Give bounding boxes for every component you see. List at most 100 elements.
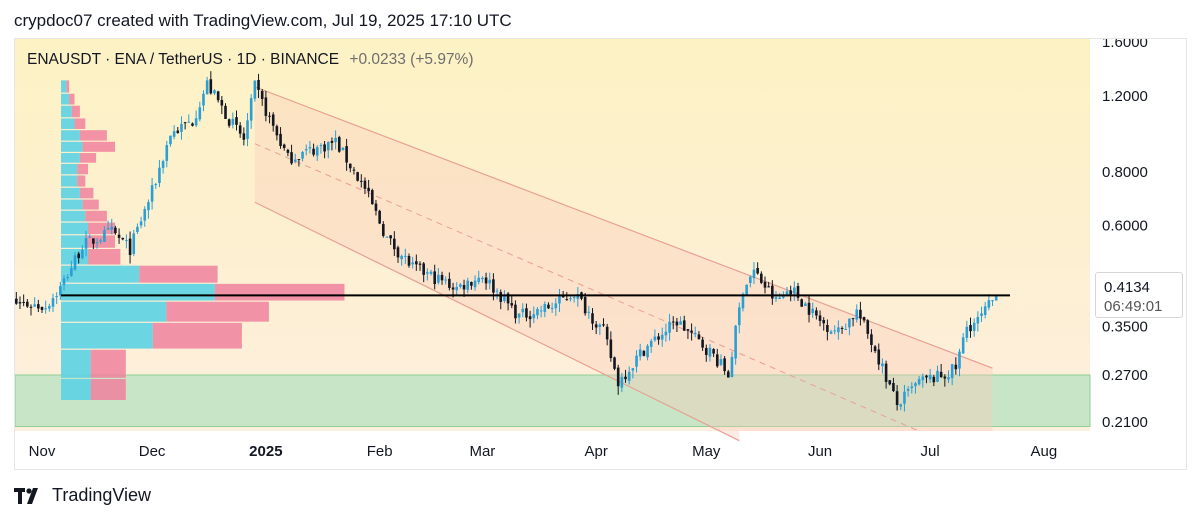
candle-up <box>103 230 106 242</box>
candle-down <box>345 146 348 163</box>
candle-up <box>844 328 848 330</box>
x-axis-tick-label: May <box>692 443 721 460</box>
candle-down <box>484 277 488 284</box>
candle-up <box>411 262 414 265</box>
y-axis-tick-label: 0.2700 <box>1102 367 1148 384</box>
candle-up <box>719 359 723 365</box>
candle-up <box>558 295 561 304</box>
candle-up <box>980 313 983 317</box>
volume-profile-sell-bar <box>74 118 86 129</box>
candle-down <box>492 279 495 293</box>
candle-down <box>591 313 594 324</box>
footer-branding: TradingView <box>14 485 151 506</box>
volume-profile-sell-bar <box>69 93 75 105</box>
candle-down <box>363 180 367 189</box>
candle-up <box>293 159 297 162</box>
candle-up <box>62 278 66 285</box>
candle-up <box>906 388 910 391</box>
candle-up <box>304 149 308 151</box>
candle-up <box>466 280 470 290</box>
candle-up <box>202 93 205 106</box>
candle-down <box>510 303 514 306</box>
symbol-title: ENAUSDT · ENA / TetherUS · 1D · BINANCE <box>27 51 340 68</box>
candle-down <box>422 263 425 275</box>
candle-up <box>738 307 741 326</box>
candle-down <box>348 163 352 169</box>
volume-profile-sell-bar <box>79 153 97 163</box>
chart-frame[interactable]: 1.60001.20000.80000.60000.45000.35000.27… <box>14 38 1187 470</box>
candle-up <box>635 355 638 367</box>
candle-down <box>260 90 264 100</box>
candle-down <box>264 97 268 116</box>
volume-profile-buy-bar <box>61 187 80 199</box>
candle-down <box>851 318 855 320</box>
candle-down <box>77 253 80 259</box>
candle-up <box>51 298 55 307</box>
candle-up <box>132 233 136 255</box>
candle-down <box>312 148 315 155</box>
candle-up <box>668 321 671 333</box>
candle-down <box>26 301 29 307</box>
candle-down <box>40 306 44 310</box>
y-axis-tick-label: 1.6000 <box>1102 39 1148 51</box>
candle-down <box>15 298 18 304</box>
candle-up <box>543 304 547 312</box>
volume-profile-buy-bar <box>61 210 86 222</box>
candle-up <box>536 309 539 316</box>
candle-up <box>55 296 58 298</box>
candle-down <box>796 285 800 298</box>
candle-up <box>231 118 235 125</box>
candle-up <box>169 135 172 145</box>
candle-down <box>954 364 958 370</box>
volume-profile-buy-bar <box>61 118 75 129</box>
candle-down <box>396 247 400 258</box>
candle-down <box>290 152 293 164</box>
chart-attribution: crypdoc07 created with TradingView.com, … <box>14 11 512 30</box>
candle-down <box>433 271 436 285</box>
candle-up <box>84 238 88 249</box>
candle-up <box>693 332 697 335</box>
candle-down <box>216 91 220 101</box>
candle-down <box>242 133 246 140</box>
candle-down <box>756 268 759 274</box>
symbol-legend: ENAUSDT · ENA / TetherUS · 1D · BINANCE … <box>27 51 474 69</box>
candle-up <box>253 80 257 99</box>
candle-up <box>638 349 642 357</box>
candle-up <box>70 268 73 276</box>
candle-down <box>726 371 730 378</box>
candle-down <box>822 320 826 324</box>
candle-down <box>286 149 290 153</box>
x-axis-tick-label: Aug <box>1031 443 1058 460</box>
volume-profile-sell-bar <box>85 210 107 222</box>
x-axis-tick-label: Apr <box>584 443 607 460</box>
candle-up <box>572 297 576 299</box>
volume-profile-buy-bar <box>61 163 78 175</box>
candle-up <box>99 240 103 242</box>
y-axis-tick-label: 0.8000 <box>1102 164 1148 181</box>
candle-up <box>833 330 837 332</box>
candle-up <box>660 334 664 340</box>
volume-profile-buy-bar <box>61 349 91 378</box>
candle-up <box>899 404 903 407</box>
candle-up <box>620 376 624 388</box>
candle-up <box>495 290 499 292</box>
candle-down <box>514 304 517 319</box>
candle-up <box>205 80 209 95</box>
candle-down <box>330 140 334 143</box>
price-chart[interactable]: 1.60001.20000.80000.60000.45000.35000.27… <box>15 39 1187 470</box>
candle-up <box>143 209 147 221</box>
candle-down <box>866 320 870 334</box>
candle-up <box>301 151 304 159</box>
candle-down <box>547 304 550 309</box>
candle-down <box>297 159 301 161</box>
candle-up <box>517 313 521 318</box>
candle-up <box>921 376 925 381</box>
volume-profile-buy-bar <box>61 153 80 163</box>
candle-up <box>334 137 337 143</box>
candle-up <box>455 287 459 291</box>
volume-profile-buy-bar <box>61 265 140 283</box>
candle-down <box>499 292 503 302</box>
candle-down <box>220 100 224 106</box>
candle-down <box>440 274 444 281</box>
candle-down <box>969 325 972 332</box>
